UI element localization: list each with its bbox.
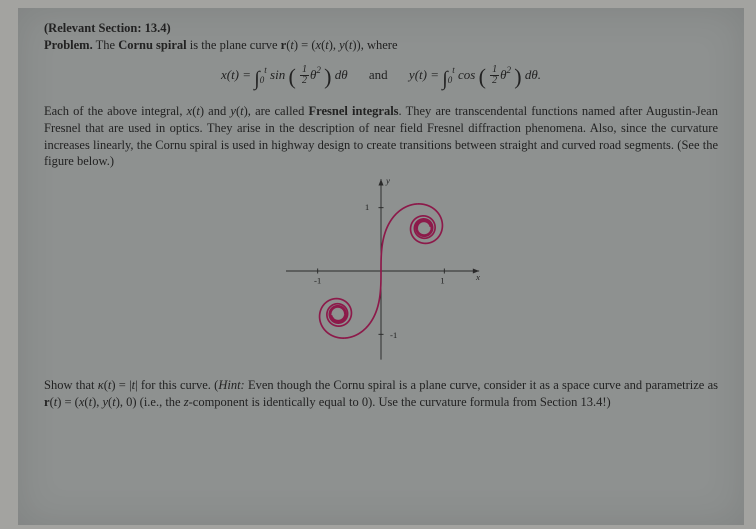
y-axis-label: y [385,176,390,186]
eq-period: . [538,67,541,82]
rparen-icon: ) [324,64,331,89]
cornu-figure: x y 1 -1 1 -1 [44,176,718,371]
dtheta: dθ [335,67,348,82]
show-text-1: Show that κ(t) = |t| for this curve. ( [44,378,218,392]
int-ub2: t [452,65,455,75]
rparen2-icon: ) [514,64,521,89]
lparen-icon: ( [288,64,295,89]
sq2: 2 [507,65,512,75]
equations: x(t) = ∫0t sin ( 12θ2 ) dθ and y(t) = ∫0… [44,62,718,93]
sq: 2 [316,65,321,75]
tick-1y: 1 [365,202,369,212]
int-lb: 0 [260,75,265,85]
sin: sin [270,67,285,82]
hint-paragraph: Show that κ(t) = |t| for this curve. (Hi… [44,377,718,411]
half: 12 [300,65,309,86]
lparen2-icon: ( [479,64,486,89]
dtheta2: dθ [525,67,538,82]
section-ref: (Relevant Section: 13.4) [44,21,171,35]
problem-label: Problem. [44,38,93,52]
int-ub: t [264,65,267,75]
tick-neg1: -1 [314,276,321,286]
hint-label: Hint: [218,378,244,392]
yoft: y(t) = [409,67,442,82]
cos: cos [458,67,475,82]
half2: 12 [490,65,499,86]
page: (Relevant Section: 13.4) Problem. The Co… [18,8,744,525]
header-block: (Relevant Section: 13.4) Problem. The Co… [44,20,718,54]
and-word: and [369,67,388,82]
x-axis-label: x [475,272,480,282]
problem-line: The Cornu spiral is the plane curve r(t)… [93,38,398,52]
tick-1: 1 [440,276,444,286]
tick-neg1y: -1 [390,330,397,340]
body-paragraph: Each of the above integral, x(t) and y(t… [44,103,718,171]
int-lb2: 0 [448,75,453,85]
cornu-plot: x y 1 -1 1 -1 [276,176,486,366]
xoft: x(t) = [221,67,254,82]
